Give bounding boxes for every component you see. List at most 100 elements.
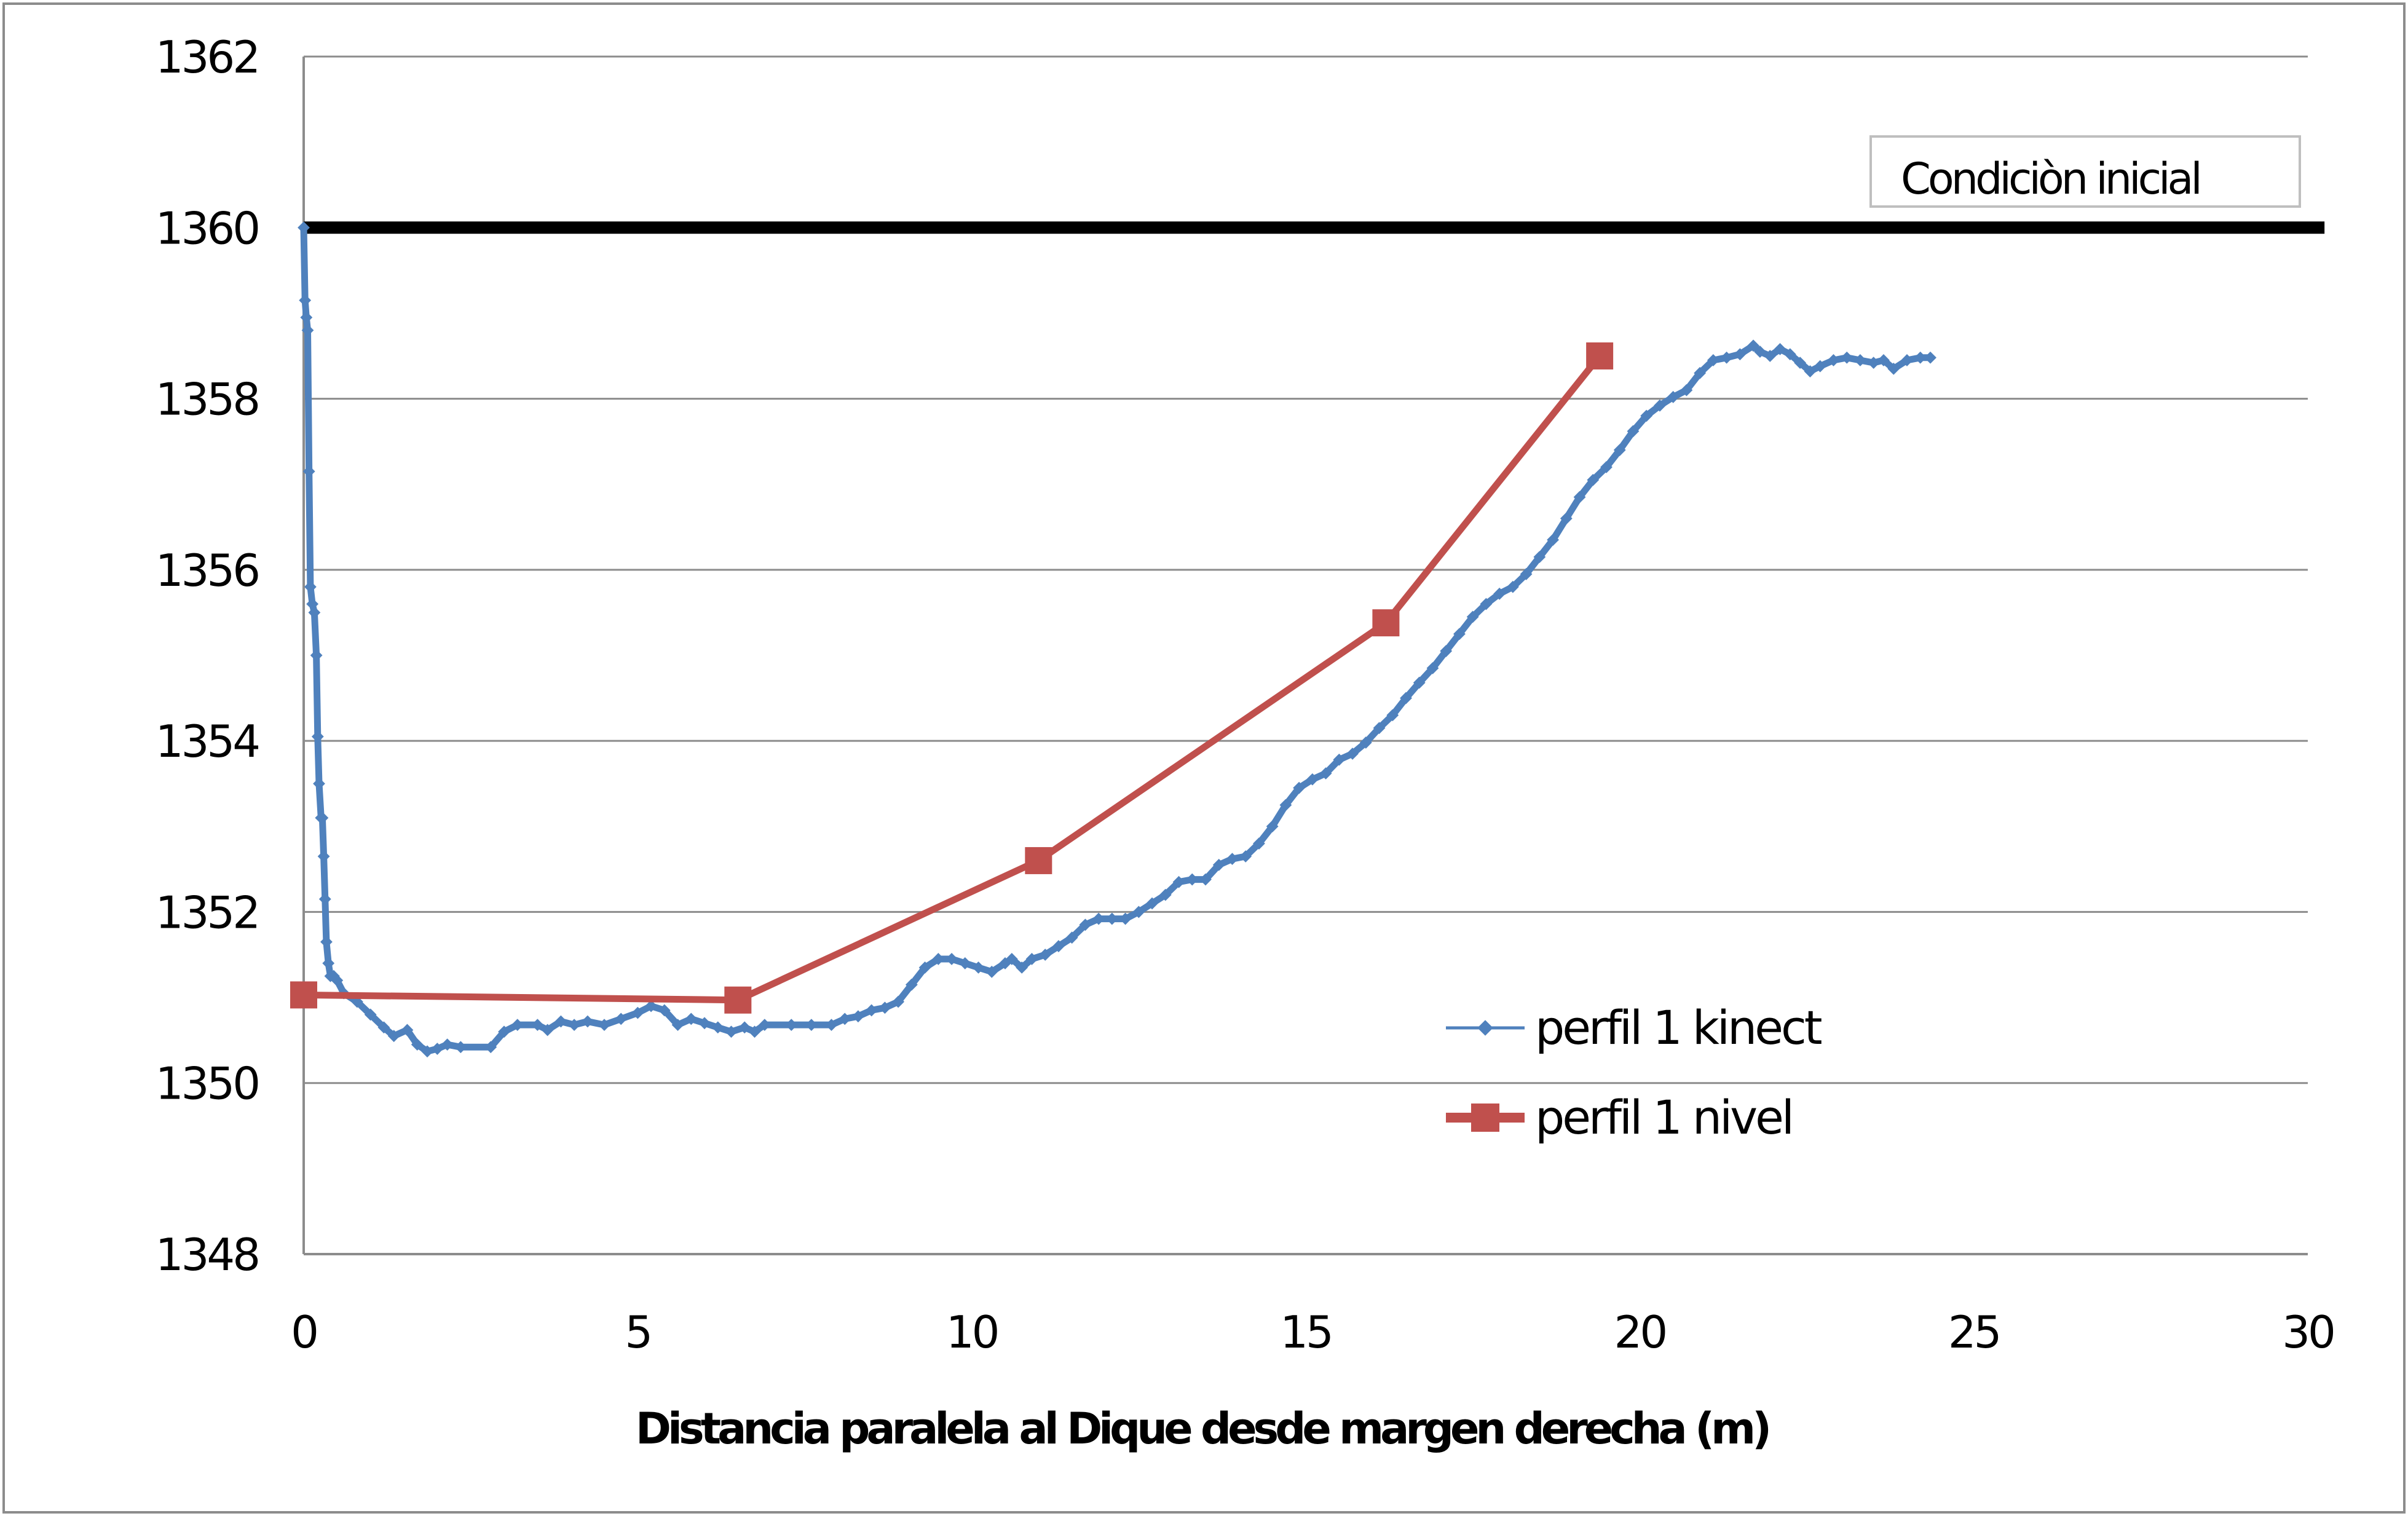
data-point-kinect-32: [498, 1025, 510, 1038]
data-point-kinect-128: [1783, 348, 1796, 361]
data-point-kinect-131: [1814, 360, 1826, 373]
data-point-kinect-137: [1887, 362, 1900, 375]
data-point-kinect-48: [725, 1025, 738, 1038]
data-point-kinect-8: [310, 649, 323, 661]
data-point-kinect-61: [918, 961, 931, 974]
series-kinect: [298, 221, 1936, 1058]
data-point-kinect-30: [454, 1041, 467, 1054]
data-point-kinect-82: [1186, 873, 1199, 886]
y-tick-labels: 1348 1350 1352 1354 1356 1358 1360 1362: [156, 31, 261, 1281]
data-point-kinect-116: [1640, 409, 1653, 422]
data-point-kinect-107: [1520, 567, 1533, 580]
data-point-kinect-51: [758, 1019, 771, 1031]
data-point-kinect-57: [865, 1004, 878, 1017]
data-point-kinect-77: [1119, 912, 1132, 925]
data-point-kinect-58: [878, 1001, 891, 1014]
data-point-kinect-118: [1667, 390, 1680, 403]
data-point-kinect-31: [484, 1041, 497, 1054]
data-point-kinect-55: [839, 1013, 851, 1025]
data-point-kinect-87: [1253, 837, 1265, 850]
data-point-kinect-91: [1306, 773, 1319, 786]
data-point-kinect-23: [377, 1021, 390, 1034]
data-point-kinect-140: [1924, 351, 1936, 364]
data-point-kinect-29: [441, 1038, 454, 1051]
data-point-kinect-92: [1319, 767, 1332, 780]
annotation-frame: [1869, 135, 2301, 208]
data-point-kinect-40: [615, 1013, 628, 1025]
data-point-kinect-12: [316, 811, 329, 824]
data-point-kinect-101: [1440, 645, 1453, 657]
data-point-kinect-110: [1560, 512, 1573, 525]
data-point-kinect-79: [1146, 897, 1158, 910]
data-point-kinect-80: [1159, 888, 1172, 901]
data-point-kinect-123: [1734, 348, 1747, 361]
data-point-kinect-53: [805, 1019, 818, 1031]
x-tick-15: 15: [1280, 1306, 1332, 1358]
data-point-kinect-66: [985, 965, 998, 978]
data-point-kinect-113: [1600, 460, 1613, 473]
data-point-kinect-34: [531, 1019, 544, 1031]
data-point-kinect-122: [1720, 351, 1733, 364]
data-point-kinect-6: [306, 598, 319, 610]
data-point-kinect-1: [299, 294, 312, 307]
data-point-nivel-2: [1025, 847, 1052, 874]
data-point-kinect-70: [1025, 953, 1038, 965]
data-point-kinect-125: [1754, 345, 1766, 358]
data-point-kinect-54: [825, 1019, 838, 1031]
y-tick-1358: 1358: [156, 374, 258, 425]
data-point-kinect-73: [1065, 931, 1078, 944]
data-point-kinect-111: [1573, 491, 1586, 503]
x-tick-25: 25: [1948, 1306, 2000, 1358]
data-point-kinect-22: [364, 1008, 377, 1021]
data-point-nivel-0: [290, 981, 317, 1009]
data-point-kinect-121: [1707, 354, 1719, 366]
data-point-kinect-100: [1426, 661, 1439, 674]
data-point-kinect-7: [308, 606, 321, 619]
annotation-condicion-inicial: Condiciòn inicial: [1901, 154, 2200, 204]
x-tick-labels: 0 5 10 15 20 25 30: [291, 1306, 2336, 1358]
data-point-kinect-126: [1764, 350, 1777, 362]
data-point-kinect-94: [1346, 748, 1359, 760]
data-point-kinect-90: [1293, 781, 1306, 794]
data-point-kinect-3: [301, 324, 314, 337]
data-point-kinect-68: [1005, 953, 1018, 965]
data-point-kinect-47: [711, 1021, 724, 1034]
data-point-kinect-114: [1613, 444, 1626, 456]
plot-series: [290, 221, 1936, 1058]
data-point-kinect-88: [1266, 820, 1279, 833]
data-point-nivel-3: [1372, 609, 1400, 637]
data-point-kinect-62: [932, 953, 945, 965]
data-point-kinect-78: [1132, 906, 1145, 918]
data-point-kinect-59: [892, 995, 905, 1008]
data-point-kinect-42: [645, 1000, 657, 1013]
data-point-kinect-119: [1680, 384, 1693, 397]
data-point-kinect-124: [1747, 339, 1759, 352]
data-point-kinect-138: [1901, 354, 1913, 366]
data-point-kinect-108: [1533, 551, 1546, 563]
series-nivel: [290, 342, 1614, 1014]
data-point-kinect-60: [905, 978, 918, 991]
data-point-kinect-72: [1052, 940, 1065, 952]
legend-item-nivel: perfil 1 nivel: [1446, 1090, 1794, 1145]
data-point-kinect-81: [1172, 875, 1185, 888]
data-point-kinect-9: [311, 730, 324, 743]
y-tick-1354: 1354: [156, 716, 258, 767]
data-point-kinect-120: [1694, 366, 1707, 379]
data-point-kinect-115: [1627, 425, 1640, 438]
data-point-kinect-33: [511, 1019, 524, 1031]
data-point-kinect-52: [785, 1019, 798, 1031]
data-point-kinect-136: [1877, 354, 1890, 366]
data-point-kinect-36: [555, 1015, 567, 1028]
data-point-kinect-46: [698, 1017, 711, 1030]
data-point-kinect-5: [304, 580, 317, 593]
data-point-kinect-38: [581, 1015, 594, 1028]
y-tick-1350: 1350: [156, 1058, 258, 1110]
data-point-kinect-25: [401, 1024, 414, 1036]
data-point-kinect-19: [331, 974, 344, 987]
data-point-kinect-37: [568, 1019, 580, 1031]
data-point-kinect-0: [298, 221, 310, 234]
data-point-kinect-43: [658, 1004, 671, 1017]
data-point-kinect-27: [421, 1045, 433, 1058]
data-point-kinect-71: [1039, 949, 1052, 961]
